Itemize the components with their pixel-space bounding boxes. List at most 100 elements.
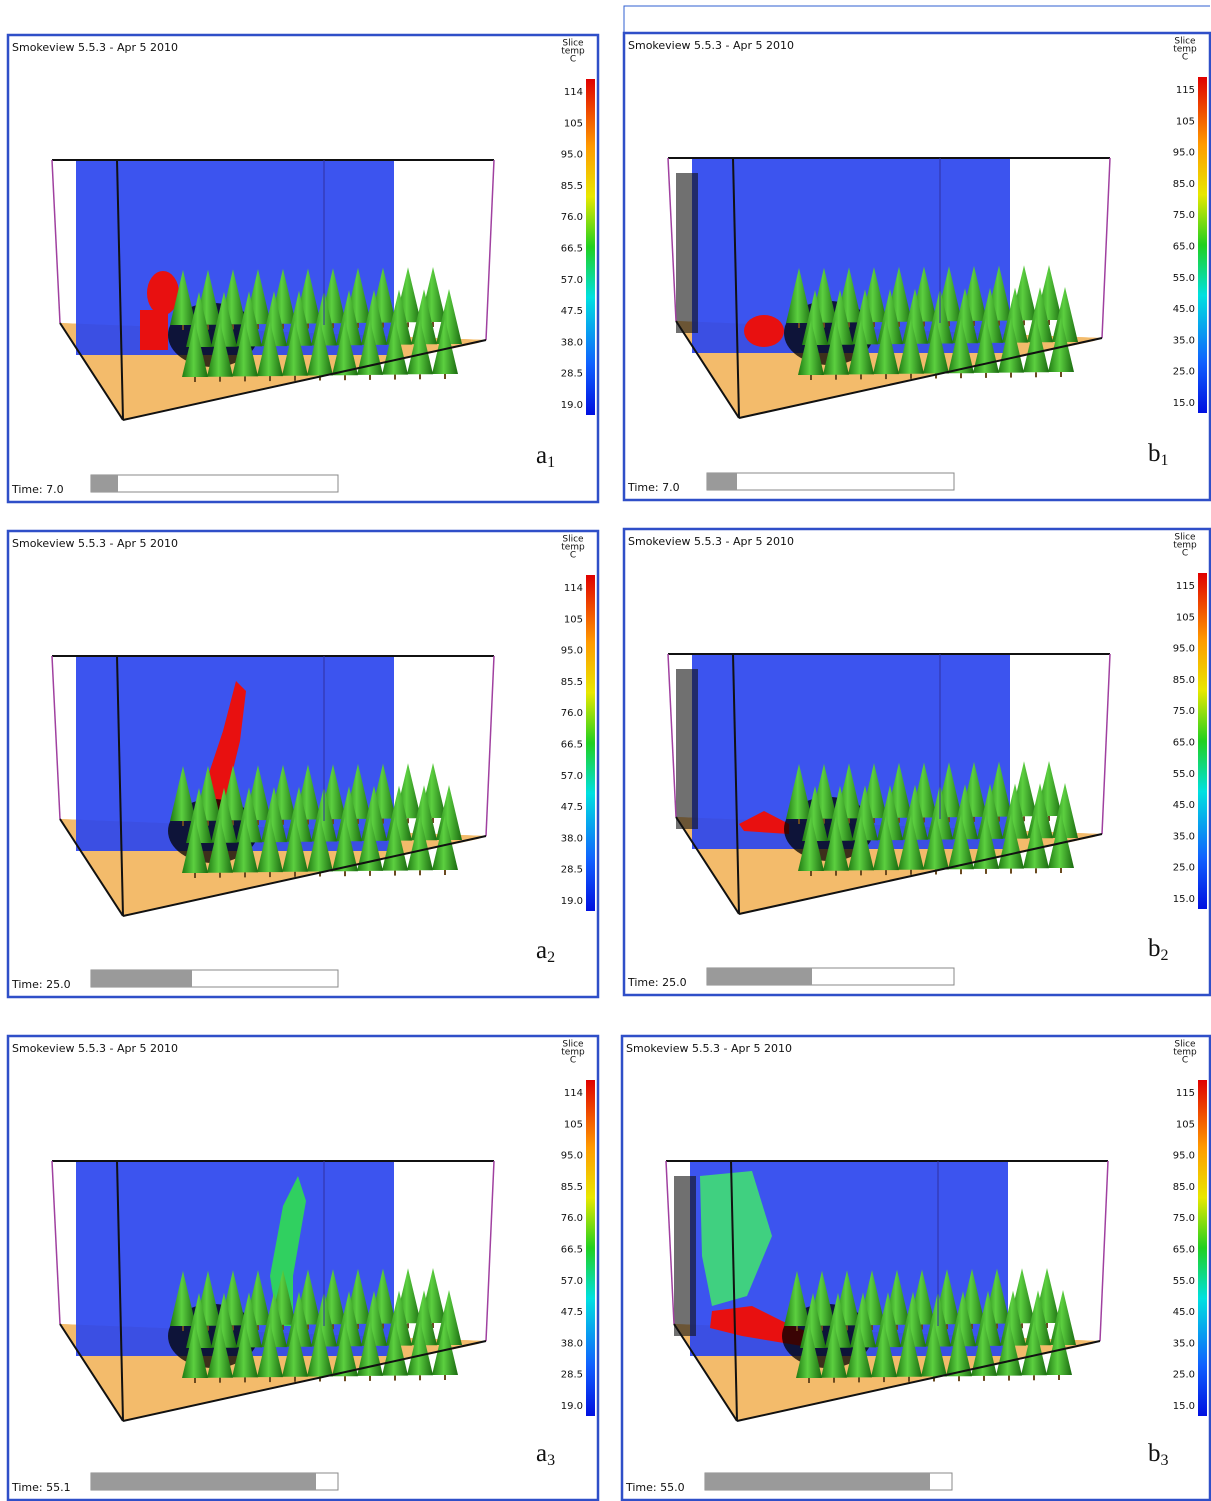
colorbar-tick: 85.5 xyxy=(561,1182,583,1193)
colorbar-tick: 95.0 xyxy=(561,150,583,161)
colorbar-tick: 105 xyxy=(1176,116,1195,127)
colorbar xyxy=(586,575,595,911)
plume xyxy=(140,310,168,350)
colorbar-tick: 45.0 xyxy=(1173,1307,1195,1318)
colorbar-tick: 65.0 xyxy=(1173,242,1195,253)
plume xyxy=(744,315,784,347)
time: Time: 55.0 xyxy=(625,1481,685,1494)
colorbar-tick: 19.0 xyxy=(561,1401,583,1412)
colorbar-tick: 57.0 xyxy=(561,771,583,782)
colorbar-tick: 57.0 xyxy=(561,1276,583,1287)
colorbar-tick: 35.0 xyxy=(1173,831,1195,842)
colorbar-tick: 28.5 xyxy=(561,865,583,876)
progress-fill xyxy=(91,970,192,987)
label-index: 1 xyxy=(1161,452,1169,469)
colorbar-tick: 85.0 xyxy=(1173,179,1195,190)
panel: Smokeview 5.5.3 - Apr 5 2010SlicetempC11… xyxy=(622,1036,1210,1500)
label-letter: b xyxy=(1148,440,1161,467)
colorbar-tick: 115 xyxy=(1176,85,1195,96)
colorbar-tick: 114 xyxy=(564,87,583,98)
panel: Smokeview 5.5.3 - Apr 5 2010SlicetempC11… xyxy=(624,33,1210,500)
colorbar-tick: 95.0 xyxy=(1173,644,1195,655)
colorbar-tick: 19.0 xyxy=(561,896,583,907)
colorbar-tick: 66.5 xyxy=(561,244,583,255)
colorbar-tick: 57.0 xyxy=(561,275,583,286)
colorbar-tick: 114 xyxy=(564,583,583,594)
colorbar-tick: 105 xyxy=(1176,1119,1195,1130)
colorbar-tick: 65.0 xyxy=(1173,1245,1195,1256)
colorbar-tick: 76.0 xyxy=(561,708,583,719)
progress-bar xyxy=(91,475,338,492)
colorbar-tick: 115 xyxy=(1176,581,1195,592)
colorbar-tick: 75.0 xyxy=(1173,210,1195,221)
colorbar-tick: 95.0 xyxy=(1173,1151,1195,1162)
colorbar-title: C xyxy=(570,1056,576,1066)
colorbar-tick: 105 xyxy=(1176,612,1195,623)
colorbar-tick: 114 xyxy=(564,1088,583,1099)
label-letter: a xyxy=(536,937,547,964)
frame-line xyxy=(624,6,1210,34)
colorbar xyxy=(586,79,595,415)
colorbar-tick: 66.5 xyxy=(561,1245,583,1256)
colorbar-tick: 75.0 xyxy=(1173,706,1195,717)
colorbar xyxy=(1198,1080,1207,1416)
progress-fill xyxy=(91,1473,316,1490)
label-index: 3 xyxy=(547,1452,555,1469)
colorbar-tick: 55.0 xyxy=(1173,273,1195,284)
time: Time: 25.0 xyxy=(11,978,71,991)
colorbar xyxy=(1198,573,1207,909)
smoke xyxy=(674,1176,696,1336)
header: Smokeview 5.5.3 - Apr 5 2010 xyxy=(12,1042,178,1055)
header: Smokeview 5.5.3 - Apr 5 2010 xyxy=(626,1042,792,1055)
colorbar-tick: 28.5 xyxy=(561,369,583,380)
colorbar-tick: 65.0 xyxy=(1173,738,1195,749)
colorbar-tick: 15.0 xyxy=(1173,894,1195,905)
colorbar-tick: 35.0 xyxy=(1173,1338,1195,1349)
panel: Smokeview 5.5.3 - Apr 5 2010SlicetempC11… xyxy=(8,35,598,502)
colorbar-tick: 105 xyxy=(564,614,583,625)
colorbar-title: C xyxy=(1182,1056,1188,1066)
colorbar-tick: 105 xyxy=(564,1119,583,1130)
colorbar-tick: 45.0 xyxy=(1173,304,1195,315)
label-index: 1 xyxy=(547,454,555,471)
label-letter: b xyxy=(1148,935,1161,962)
colorbar-tick: 85.5 xyxy=(561,677,583,688)
colorbar-tick: 105 xyxy=(564,118,583,129)
colorbar-tick: 95.0 xyxy=(1173,148,1195,159)
colorbar-title: C xyxy=(570,551,576,561)
panel: Smokeview 5.5.3 - Apr 5 2010SlicetempC11… xyxy=(624,529,1210,995)
colorbar-title: C xyxy=(1182,53,1188,63)
colorbar-tick: 25.0 xyxy=(1173,863,1195,874)
smoke xyxy=(676,173,698,333)
colorbar-tick: 85.0 xyxy=(1173,675,1195,686)
colorbar-tick: 47.5 xyxy=(561,306,583,317)
label-letter: a xyxy=(536,1440,547,1467)
colorbar-tick: 55.0 xyxy=(1173,769,1195,780)
colorbar-tick: 85.5 xyxy=(561,181,583,192)
colorbar-tick: 15.0 xyxy=(1173,398,1195,409)
progress-fill xyxy=(91,475,118,492)
colorbar-tick: 95.0 xyxy=(561,646,583,657)
progress-fill xyxy=(707,473,737,490)
header: Smokeview 5.5.3 - Apr 5 2010 xyxy=(12,41,178,54)
colorbar-tick: 76.0 xyxy=(561,1213,583,1224)
label-index: 3 xyxy=(1161,1452,1169,1469)
panel: Smokeview 5.5.3 - Apr 5 2010SlicetempC11… xyxy=(8,1036,598,1500)
colorbar-tick: 25.0 xyxy=(1173,367,1195,378)
colorbar-tick: 45.0 xyxy=(1173,800,1195,811)
colorbar-title: C xyxy=(1182,549,1188,559)
colorbar-tick: 35.0 xyxy=(1173,335,1195,346)
colorbar-tick: 55.0 xyxy=(1173,1276,1195,1287)
colorbar-tick: 38.0 xyxy=(561,1338,583,1349)
label-letter: a xyxy=(536,442,547,469)
colorbar-tick: 38.0 xyxy=(561,833,583,844)
colorbar-tick: 47.5 xyxy=(561,1307,583,1318)
time: Time: 25.0 xyxy=(627,976,687,989)
progress-fill xyxy=(707,968,812,985)
header: Smokeview 5.5.3 - Apr 5 2010 xyxy=(12,537,178,550)
time: Time: 7.0 xyxy=(627,481,680,494)
colorbar-tick: 19.0 xyxy=(561,400,583,411)
colorbar-tick: 66.5 xyxy=(561,740,583,751)
colorbar-tick: 75.0 xyxy=(1173,1213,1195,1224)
